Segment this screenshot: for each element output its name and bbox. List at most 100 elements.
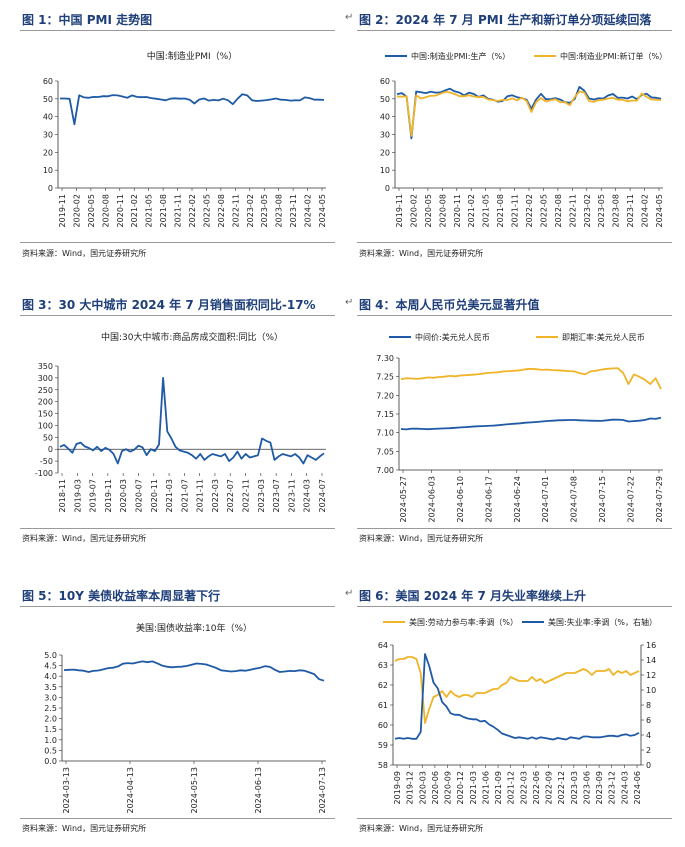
- x-tick-label: 2021-05: [482, 194, 491, 227]
- y-tick-label: 10: [380, 166, 390, 175]
- x-tick-label: 2022-12: [557, 771, 566, 804]
- figure-5-chart: 美国:国债收益率:10年（%） 0.0 0.5 1.0 1.5 2.0 2.5 3.0 3.5 4…: [20, 609, 338, 816]
- figure-6-rule-bottom: [357, 818, 672, 819]
- series-line: [394, 653, 640, 741]
- y-tick-label: 350: [38, 362, 53, 371]
- chart-title: 美国:国债收益率:10年（%）: [136, 622, 252, 634]
- y-tick-label: 7.15: [376, 410, 394, 419]
- y-tick-label: 0: [48, 445, 53, 454]
- x-tick-label: 2020-03: [418, 771, 427, 804]
- y-tick-label: 58: [378, 761, 388, 770]
- x-tick-label: 2024-05: [655, 194, 664, 227]
- y-tick-label: 1.0: [44, 736, 57, 745]
- x-tick-label: 2023-05: [260, 194, 269, 227]
- legend-label: 中国:制造业PMI:生产（%）: [411, 51, 510, 61]
- x-tick-label: 2019-11: [395, 194, 404, 227]
- x-tick-label: 2024-06-10: [456, 476, 465, 523]
- y-tick-label: 200: [38, 398, 53, 407]
- x-tick-label: 2021-09: [494, 771, 503, 804]
- series-line: [400, 416, 662, 431]
- figure-2-title: 图 2：2024 年 7 月 PMI 生产和新订单分项延续回落: [359, 13, 652, 27]
- y-tick-label: 40: [43, 113, 53, 122]
- x-tick-label: 2019-12: [406, 771, 415, 804]
- y-tick-label: 50: [43, 95, 53, 104]
- legend-label: 美国:失业率:季调（%，右轴）: [548, 617, 657, 627]
- y-tick-label: -50: [40, 457, 53, 466]
- y-tick-label: 61: [378, 701, 388, 710]
- figure-2-rule-top: [357, 30, 672, 31]
- series-line: [60, 93, 325, 126]
- x-tick-label: 2024-07: [318, 479, 327, 512]
- x-tick-label: 2019-11: [104, 479, 113, 512]
- x-tick-label: 2019-11: [58, 194, 67, 227]
- series-line: [400, 367, 662, 390]
- x-tick-label: 2021-03: [469, 771, 478, 804]
- y-tick-label: 150: [38, 410, 53, 419]
- figure-1-rule-bottom: [20, 242, 335, 243]
- y-tick-label: 3.0: [44, 693, 57, 702]
- x-tick-label: 2022-11: [231, 194, 240, 227]
- x-tick-label: 2024-06-13: [254, 767, 263, 814]
- x-tick-label: 2024-05: [318, 194, 327, 227]
- x-tick-label: 2024-04-13: [126, 767, 135, 814]
- y2-tick-label: 6: [646, 716, 651, 725]
- x-tick-label: 2020-12: [456, 771, 465, 804]
- x-tick-label: 2024-02: [641, 194, 650, 227]
- x-tick-label: 2023-08: [612, 194, 621, 227]
- x-tick-label: 2020-02: [72, 194, 81, 227]
- x-tick-label: 2022-11: [568, 194, 577, 227]
- y-tick-label: 2.5: [44, 704, 57, 713]
- pilcrow-mark: ↵: [345, 588, 354, 599]
- x-tick-label: 2022-03: [519, 771, 528, 804]
- y-tick-label: 7.30: [376, 354, 394, 363]
- y-tick-label: 7.10: [376, 429, 394, 438]
- figure-5-title: 图 5：10Y 美债收益率本周显著下行: [22, 589, 221, 603]
- figure-4-title: 图 4：本周人民币兑美元显著升值: [359, 298, 540, 312]
- y-tick-label: 100: [38, 421, 53, 430]
- figure-3-rule-bottom: [20, 528, 335, 529]
- figure-2-source: 资料来源：Wind，国元证券研究所: [359, 249, 484, 258]
- legend-label: 即期汇率:美元兑人民币: [562, 332, 645, 342]
- y2-tick-label: 8: [646, 701, 651, 710]
- y-tick-label: 300: [38, 374, 53, 383]
- x-tick-label: 2024-07-08: [570, 476, 579, 523]
- y-tick-label: 3.5: [44, 683, 57, 692]
- figure-6-source: 资料来源：Wind，国元证券研究所: [359, 824, 484, 833]
- x-tick-label: 2022-09: [545, 771, 554, 804]
- y-tick-label: 50: [43, 433, 53, 442]
- x-tick-label: 2021-07: [180, 479, 189, 512]
- y-tick-label: 64: [378, 641, 388, 650]
- figure-1-title: 图 1：中国 PMI 走势图: [22, 13, 153, 27]
- x-tick-label: 2024-03-13: [62, 767, 71, 814]
- y-tick-label: 7.25: [376, 373, 394, 382]
- x-tick-label: 2022-07: [226, 479, 235, 512]
- x-tick-label: 2021-08: [159, 194, 168, 227]
- x-tick-label: 2021-11: [511, 194, 520, 227]
- x-tick-label: 2023-11: [626, 194, 635, 227]
- y2-tick-label: 10: [646, 686, 656, 695]
- y-tick-label: 60: [43, 77, 53, 86]
- x-tick-label: 2024-07-22: [627, 476, 636, 523]
- y-tick-label: 40: [380, 113, 390, 122]
- figure-4-rule-top: [357, 315, 672, 316]
- y2-tick-label: 12: [646, 671, 656, 680]
- legend-label: 中国:制造业PMI:新订单（%）: [560, 51, 667, 61]
- figure-4-rule-bottom: [357, 528, 672, 529]
- y2-tick-label: 16: [646, 641, 656, 650]
- x-tick-label: 2020-09: [444, 771, 453, 804]
- y-tick-label: 62: [378, 681, 388, 690]
- y-tick-label: 30: [380, 131, 390, 140]
- x-tick-label: 2022-03: [211, 479, 220, 512]
- y-tick-label: 60: [380, 77, 390, 86]
- y-tick-label: 7.00: [376, 466, 394, 475]
- y-tick-label: 60: [378, 721, 388, 730]
- figure-6-rule-top: [357, 606, 672, 607]
- x-tick-label: 2021-08: [496, 194, 505, 227]
- y-tick-label: 1.5: [44, 725, 57, 734]
- x-tick-label: 2021-02: [467, 194, 476, 227]
- x-tick-label: 2024-06-24: [513, 476, 522, 523]
- y-tick-label: 50: [380, 95, 390, 104]
- x-tick-label: 2020-07: [134, 479, 143, 512]
- series-line: [396, 90, 662, 137]
- y-tick-label: 7.20: [376, 391, 394, 400]
